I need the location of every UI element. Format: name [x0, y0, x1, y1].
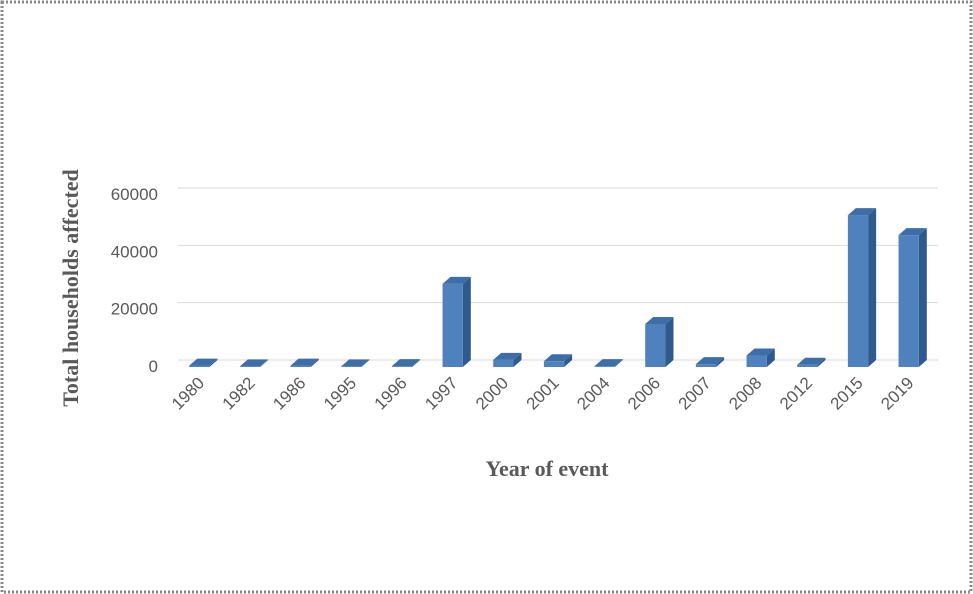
x-tick-label: 2000 — [472, 373, 512, 413]
y-tick-label: 20000 — [111, 300, 158, 319]
bar-top — [239, 359, 269, 367]
bar — [239, 366, 261, 367]
y-axis-title: Total households affected — [58, 169, 83, 407]
bar — [847, 215, 869, 367]
bar — [290, 365, 311, 367]
bar-top — [695, 357, 725, 365]
bar-top — [391, 359, 421, 367]
x-tick-label: 1982 — [219, 373, 259, 413]
bar-side — [209, 358, 218, 367]
bar — [341, 366, 362, 367]
bar — [645, 324, 666, 367]
bar — [189, 365, 210, 367]
x-tick-label: 2019 — [877, 373, 917, 413]
bar-side — [260, 359, 269, 367]
bar-side — [564, 354, 573, 367]
bar — [594, 366, 615, 367]
bar-top — [594, 359, 623, 367]
bar — [442, 283, 463, 367]
bar-side — [462, 276, 471, 367]
x-tick-label: 1980 — [168, 373, 208, 413]
x-axis-title: Year of event — [486, 456, 610, 481]
bar-side — [817, 357, 826, 367]
bar-side — [513, 352, 522, 367]
x-tick-label: 2001 — [523, 373, 563, 413]
bar — [391, 366, 413, 367]
x-tick-label: 1997 — [421, 373, 461, 413]
bar — [797, 364, 818, 367]
y-tick-label: 0 — [149, 357, 158, 376]
bar-top — [645, 317, 674, 324]
y-tick-label: 40000 — [111, 242, 158, 261]
x-tick-label: 1996 — [371, 373, 411, 413]
x-tick-label: 1986 — [269, 373, 309, 413]
bar-top — [442, 276, 471, 284]
bar-top — [341, 359, 370, 367]
bar-top — [898, 228, 927, 236]
bar-side — [310, 358, 319, 367]
bar-top — [746, 348, 775, 356]
bar-side — [918, 228, 927, 367]
bar-top — [290, 358, 319, 366]
bar — [746, 355, 767, 367]
bar-side — [614, 359, 623, 367]
x-tick-label: 2012 — [776, 373, 816, 413]
bar-side — [361, 359, 370, 367]
bar — [898, 235, 919, 367]
x-tick-label: 2015 — [827, 373, 867, 413]
bar-top — [797, 357, 826, 365]
bar-top — [543, 354, 573, 362]
bar — [493, 359, 514, 367]
x-tick-label: 2004 — [573, 373, 613, 413]
bar-top — [493, 352, 522, 360]
y-tick-label: 60000 — [111, 185, 158, 204]
x-tick-label: 2007 — [675, 373, 715, 413]
x-tick-label: 2008 — [725, 373, 765, 413]
bar-side — [868, 208, 877, 367]
bar-side — [716, 357, 725, 367]
bar-side — [412, 359, 421, 367]
bar — [543, 361, 565, 367]
bar-top — [189, 358, 218, 366]
x-tick-label: 2006 — [624, 373, 664, 413]
bar-top — [847, 208, 877, 216]
bar-side — [766, 348, 775, 367]
bar-side — [665, 317, 674, 367]
x-tick-label: 1995 — [320, 373, 360, 413]
bar — [695, 364, 717, 367]
